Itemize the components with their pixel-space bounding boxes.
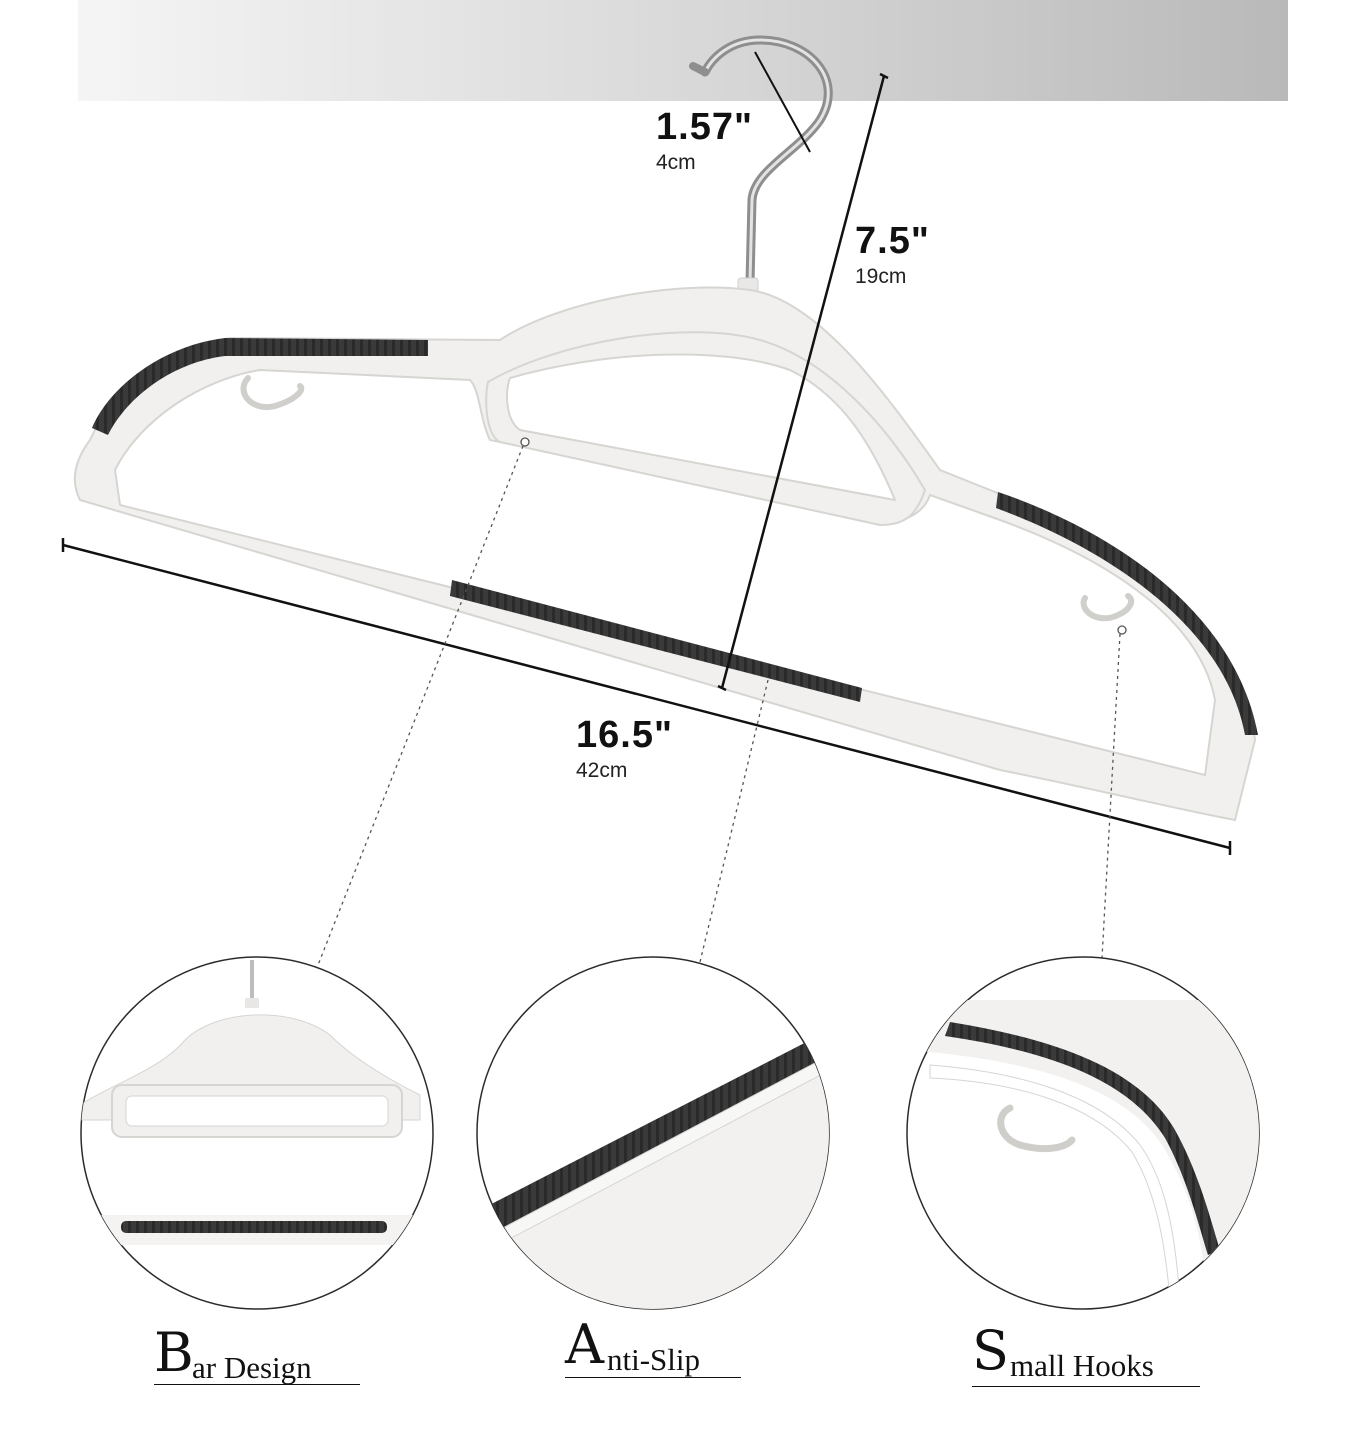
leader-lines — [317, 437, 1127, 966]
feature-initial: A — [565, 1313, 604, 1376]
dimension-lines — [61, 72, 1232, 855]
caption-underline — [154, 1384, 360, 1385]
detail-circle-small-hooks — [906, 956, 1260, 1310]
caption-underline — [972, 1386, 1200, 1387]
accessory-hook-icon — [1080, 593, 1135, 622]
anti-slip-strips — [92, 338, 1258, 735]
feature-initial: S — [972, 1319, 1009, 1382]
caption-underline — [565, 1377, 741, 1378]
detail-circle-anti-slip — [476, 956, 830, 1310]
feature-text: nti-Slip — [607, 1342, 701, 1377]
top-gradient-band — [78, 0, 1288, 101]
width-cm: 42cm — [576, 759, 628, 782]
height-cm: 19cm — [855, 265, 907, 288]
feature-text: ar Design — [192, 1350, 312, 1385]
metal-hook-icon — [689, 35, 833, 295]
hanger-body — [73, 286, 1257, 822]
height-dimension-label: 7.5" 19cm — [855, 222, 930, 287]
detail-circle-bar — [80, 956, 434, 1310]
height-inches: 7.5" — [855, 220, 930, 262]
feature-text: mall Hooks — [1010, 1348, 1154, 1383]
width-inches: 16.5" — [576, 714, 673, 756]
width-dimension-label: 16.5" 42cm — [576, 716, 673, 781]
feature-initial: B — [154, 1321, 194, 1384]
hook-dimension-label: 1.57" 4cm — [656, 108, 753, 173]
accessory-hook-icon — [240, 375, 305, 411]
hook-dimension-line — [754, 51, 811, 153]
hook-cm: 4cm — [656, 151, 696, 174]
hook-inches: 1.57" — [656, 106, 753, 148]
